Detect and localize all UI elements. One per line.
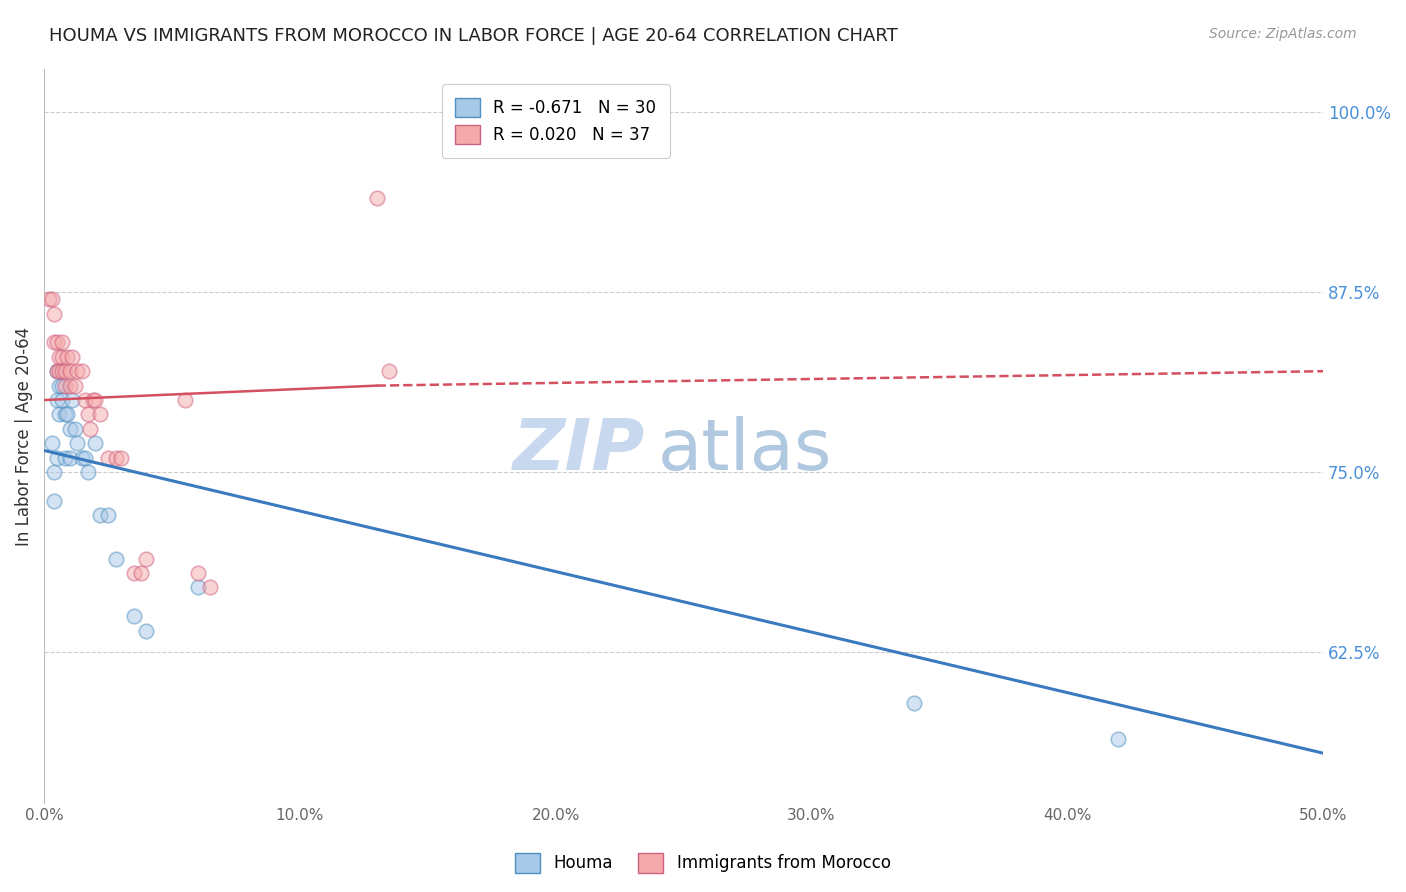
- Point: [51, 378, 73, 392]
- Point: [84, 436, 107, 450]
- Point: [38, 292, 60, 306]
- Point: [59, 378, 82, 392]
- Point: [66, 364, 89, 378]
- Point: [51, 350, 73, 364]
- Point: [53, 408, 76, 422]
- Point: [63, 378, 86, 392]
- Point: [76, 465, 98, 479]
- Point: [200, 581, 222, 595]
- Point: [59, 450, 82, 465]
- Point: [97, 508, 120, 523]
- Point: [44, 335, 66, 350]
- Point: [41, 292, 63, 306]
- Point: [59, 364, 82, 378]
- Point: [122, 609, 145, 624]
- Point: [59, 422, 82, 436]
- Point: [104, 450, 127, 465]
- Point: [51, 392, 73, 407]
- Point: [73, 392, 96, 407]
- Point: [41, 436, 63, 450]
- Point: [89, 408, 111, 422]
- Point: [44, 465, 66, 479]
- Point: [56, 350, 79, 364]
- Point: [48, 378, 70, 392]
- Point: [84, 392, 107, 407]
- Point: [903, 696, 925, 710]
- Point: [45, 364, 67, 378]
- Point: [44, 307, 66, 321]
- Point: [60, 350, 83, 364]
- Point: [89, 508, 111, 523]
- Point: [366, 191, 388, 205]
- Point: [66, 436, 89, 450]
- Point: [48, 408, 70, 422]
- Point: [104, 551, 127, 566]
- Point: [187, 581, 209, 595]
- Point: [73, 450, 96, 465]
- Point: [45, 335, 67, 350]
- Point: [51, 364, 73, 378]
- Point: [72, 450, 94, 465]
- Point: [45, 450, 67, 465]
- Point: [60, 392, 83, 407]
- Point: [53, 364, 76, 378]
- Point: [48, 350, 70, 364]
- Point: [53, 378, 76, 392]
- Point: [135, 624, 157, 638]
- Point: [1108, 731, 1130, 746]
- Point: [76, 408, 98, 422]
- Legend: R = -0.671   N = 30, R = 0.020   N = 37: R = -0.671 N = 30, R = 0.020 N = 37: [441, 84, 669, 158]
- Text: atlas: atlas: [658, 417, 832, 485]
- Point: [45, 364, 67, 378]
- Point: [72, 364, 94, 378]
- Point: [44, 494, 66, 508]
- Point: [51, 335, 73, 350]
- Point: [131, 566, 153, 580]
- Point: [79, 422, 101, 436]
- Point: [63, 422, 86, 436]
- Point: [45, 392, 67, 407]
- Point: [48, 364, 70, 378]
- Point: [173, 392, 195, 407]
- Point: [135, 551, 157, 566]
- Text: Source: ZipAtlas.com: Source: ZipAtlas.com: [1209, 27, 1357, 41]
- Text: HOUMA VS IMMIGRANTS FROM MOROCCO IN LABOR FORCE | AGE 20-64 CORRELATION CHART: HOUMA VS IMMIGRANTS FROM MOROCCO IN LABO…: [49, 27, 898, 45]
- Point: [110, 450, 132, 465]
- Point: [187, 566, 209, 580]
- Point: [56, 408, 79, 422]
- Point: [378, 364, 401, 378]
- Point: [53, 450, 76, 465]
- Point: [82, 392, 104, 407]
- Point: [97, 450, 120, 465]
- Legend: Houma, Immigrants from Morocco: Houma, Immigrants from Morocco: [509, 847, 897, 880]
- Point: [122, 566, 145, 580]
- Y-axis label: In Labor Force | Age 20-64: In Labor Force | Age 20-64: [15, 326, 32, 546]
- Text: ZIP: ZIP: [513, 417, 645, 485]
